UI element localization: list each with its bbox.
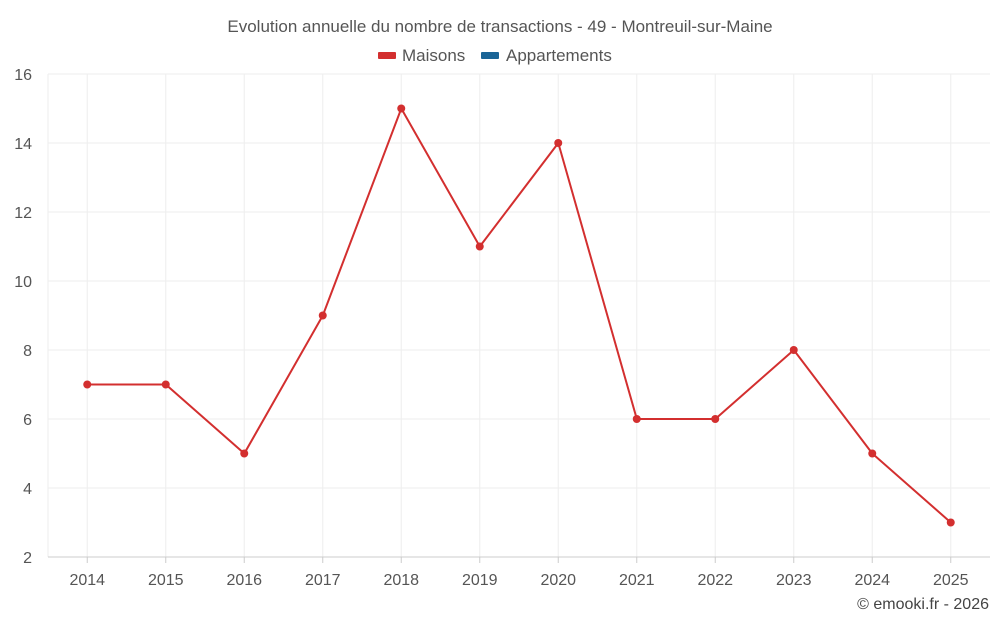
x-tick-label: 2019 (462, 572, 498, 589)
legend-item-appartements[interactable]: Appartements (481, 46, 612, 65)
data-point-maisons[interactable] (789, 346, 798, 354)
y-tick-label: 16 (14, 67, 32, 84)
series-layer (83, 104, 955, 527)
data-point-maisons[interactable] (83, 380, 92, 389)
data-point-maisons[interactable] (397, 104, 406, 113)
data-point-maisons[interactable] (711, 415, 720, 423)
y-tick-label: 4 (23, 481, 32, 498)
data-point-maisons[interactable] (868, 449, 877, 458)
x-tick-label: 2021 (619, 572, 655, 589)
grid-lines (47, 73, 990, 557)
credit-text[interactable]: © emooki.fr - 2026 (857, 596, 989, 613)
y-tick-label: 12 (14, 205, 32, 222)
legend-swatch-maisons (378, 52, 396, 59)
y-tick-label: 6 (23, 412, 32, 429)
axes: 2 4 6 8 10 12 14 16 2014 2015 2016 2017 2018 2019 2020… (14, 67, 990, 589)
x-tick-label: 2024 (854, 572, 890, 589)
data-point-maisons[interactable] (240, 449, 249, 458)
legend: Maisons Appartements (378, 46, 612, 65)
y-tick-label: 10 (14, 274, 32, 291)
legend-label-maisons: Maisons (402, 46, 465, 65)
y-tick-label: 8 (23, 343, 32, 360)
x-tick-label: 2014 (69, 572, 105, 589)
x-tick-label: 2017 (305, 572, 341, 589)
y-tick-label: 2 (23, 550, 32, 567)
x-tick-label: 2015 (148, 572, 184, 589)
chart-title: Evolution annuelle du nombre de transact… (227, 17, 772, 36)
legend-item-maisons[interactable]: Maisons (378, 46, 465, 65)
data-point-maisons[interactable] (318, 311, 327, 320)
data-point-maisons[interactable] (161, 380, 170, 389)
data-point-maisons[interactable] (475, 242, 484, 251)
x-tick-label: 2022 (697, 572, 733, 589)
data-point-maisons[interactable] (632, 415, 641, 423)
legend-swatch-appartements (481, 52, 499, 59)
y-tick-label: 14 (14, 136, 32, 153)
x-tick-label: 2025 (933, 572, 969, 589)
x-tick-label: 2020 (540, 572, 576, 589)
series-line-maisons (87, 107, 952, 524)
data-point-maisons[interactable] (554, 139, 563, 147)
data-point-maisons[interactable] (946, 518, 955, 527)
x-tick-label: 2023 (776, 572, 812, 589)
x-tick-label: 2018 (383, 572, 419, 589)
x-tick-label: 2016 (226, 572, 262, 589)
legend-label-appartements: Appartements (506, 46, 612, 65)
